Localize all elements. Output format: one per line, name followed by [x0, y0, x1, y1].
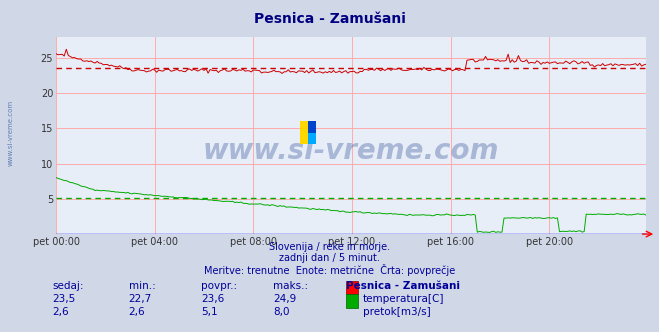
- Text: temperatura[C]: temperatura[C]: [363, 294, 445, 304]
- Text: 23,6: 23,6: [201, 294, 224, 304]
- Text: min.:: min.:: [129, 281, 156, 290]
- Text: zadnji dan / 5 minut.: zadnji dan / 5 minut.: [279, 253, 380, 263]
- Text: povpr.:: povpr.:: [201, 281, 237, 290]
- Text: 24,9: 24,9: [273, 294, 297, 304]
- Bar: [300, 121, 308, 144]
- Text: maks.:: maks.:: [273, 281, 308, 290]
- Text: pretok[m3/s]: pretok[m3/s]: [363, 307, 431, 317]
- Bar: [308, 121, 316, 144]
- Text: www.si-vreme.com: www.si-vreme.com: [203, 137, 499, 165]
- Text: 2,6: 2,6: [53, 307, 69, 317]
- Text: 2,6: 2,6: [129, 307, 145, 317]
- Text: 22,7: 22,7: [129, 294, 152, 304]
- Text: 5,1: 5,1: [201, 307, 217, 317]
- Text: 23,5: 23,5: [53, 294, 76, 304]
- Text: Pesnica - Zamušani: Pesnica - Zamušani: [346, 281, 460, 290]
- Text: 8,0: 8,0: [273, 307, 290, 317]
- Text: Pesnica - Zamušani: Pesnica - Zamušani: [254, 12, 405, 26]
- Text: Slovenija / reke in morje.: Slovenija / reke in morje.: [269, 242, 390, 252]
- Text: Meritve: trenutne  Enote: metrične  Črta: povprečje: Meritve: trenutne Enote: metrične Črta: …: [204, 264, 455, 276]
- Text: sedaj:: sedaj:: [53, 281, 84, 290]
- Bar: [308, 121, 316, 133]
- Text: www.si-vreme.com: www.si-vreme.com: [8, 100, 14, 166]
